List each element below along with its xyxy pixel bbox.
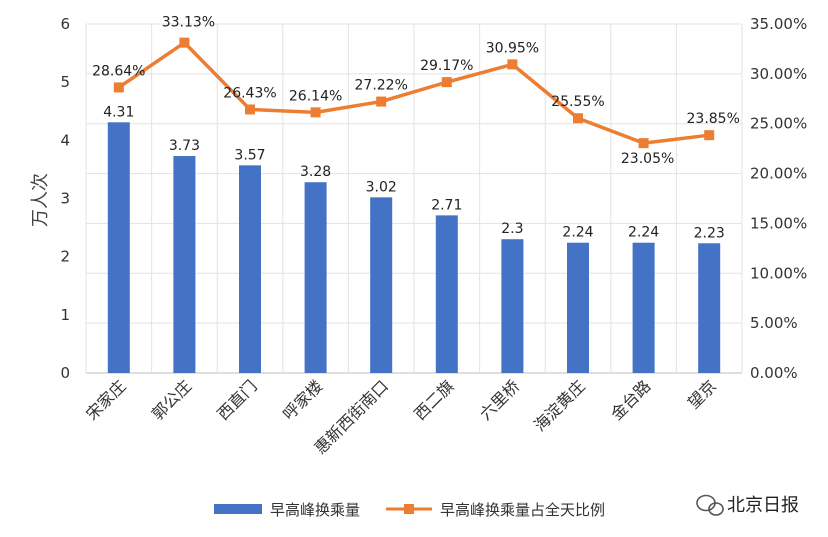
line-value-label: 33.13% [162, 15, 215, 31]
line-point [376, 96, 387, 107]
line-point [704, 130, 715, 141]
bar-value-label: 2.23 [694, 225, 725, 241]
y2-tick-label: 20.00% [750, 165, 807, 183]
line-value-label: 26.14% [289, 88, 342, 104]
y2-tick-label: 35.00% [750, 15, 807, 33]
wechat-icon [696, 494, 724, 516]
legend-line-marker [404, 504, 414, 514]
legend-bar-label: 早高峰换乘量 [270, 501, 360, 519]
y-tick-label: 2 [60, 248, 70, 266]
bar-value-label: 3.02 [366, 179, 397, 195]
bar-value-label: 3.57 [234, 147, 265, 163]
y-axis-title: 万人次 [30, 173, 51, 227]
line-point [245, 104, 255, 115]
category-label: 六里桥 [476, 376, 523, 423]
y2-tick-label: 15.00% [750, 214, 807, 232]
category-label: 宋家庄 [82, 376, 129, 423]
bar-value-label: 3.73 [169, 138, 200, 154]
bar [370, 197, 393, 373]
y2-tick-label: 30.00% [750, 65, 807, 83]
y-tick-label: 0 [60, 364, 70, 382]
bar-value-label: 4.31 [103, 104, 134, 120]
category-label: 西直门 [213, 376, 260, 423]
watermark-text: 北京日报 [727, 495, 799, 516]
y2-tick-label: 10.00% [750, 264, 807, 282]
bar-value-label: 2.3 [501, 221, 523, 237]
y2-tick-label: 5.00% [750, 314, 798, 332]
y2-tick-label: 25.00% [750, 115, 807, 133]
category-label: 望京 [684, 376, 720, 412]
line-value-label: 27.22% [355, 78, 408, 94]
legend: 早高峰换乘量 早高峰换乘量占全天比例 [214, 501, 605, 519]
line-point [441, 77, 452, 88]
line-value-label: 29.17% [420, 58, 473, 74]
category-label: 西二旗 [410, 376, 457, 423]
bar [435, 215, 458, 373]
right-axis-ticks: 0.00% 5.00% 10.00% 15.00% 20.00% 25.00% 30.00%… [750, 15, 807, 382]
line-point [638, 138, 649, 149]
legend-bar-swatch [214, 504, 262, 514]
y-tick-label: 1 [60, 306, 70, 324]
y-tick-label: 4 [60, 131, 70, 149]
line-point [113, 82, 124, 93]
bar-value-label: 3.28 [300, 164, 331, 180]
line-point [179, 37, 190, 48]
y-tick-label: 5 [60, 73, 70, 91]
bar [632, 242, 655, 373]
gridlines [85, 23, 743, 374]
bar [698, 243, 721, 373]
bar [173, 156, 196, 373]
left-axis-ticks: 0 1 2 3 4 5 6 [60, 15, 70, 382]
category-label: 海淀黄庄 [530, 376, 589, 435]
legend-line-label: 早高峰换乘量占全天比例 [440, 501, 605, 519]
line-value-label: 30.95% [486, 40, 539, 56]
line-value-label: 25.55% [551, 94, 604, 110]
line-value-label: 26.43% [223, 85, 276, 101]
watermark: 北京日报 [696, 494, 799, 516]
bar-value-label: 2.71 [431, 197, 462, 213]
bar-value-label: 2.24 [562, 225, 593, 241]
line-point [573, 113, 583, 124]
category-label: 郭公庄 [148, 376, 195, 423]
line-point [507, 59, 518, 70]
y-tick-label: 6 [60, 15, 70, 33]
bar [501, 239, 524, 373]
category-label: 金台路 [607, 376, 654, 423]
line-value-label: 23.05% [621, 151, 674, 167]
line-value-label: 23.85% [687, 111, 740, 127]
bar [567, 242, 589, 373]
line-point [310, 107, 321, 118]
bar-series: 4.31 3.73 3.57 3.28 3.02 2.71 2.3 2.24 2.24 2.23 [103, 104, 725, 373]
category-label: 呼家楼 [279, 376, 326, 423]
y-tick-label: 3 [60, 190, 70, 208]
bar-value-label: 2.24 [628, 225, 659, 241]
line-series: 28.64% 33.13% 26.43% 26.14% 27.22% 29.17% 30.9… [92, 15, 740, 168]
y2-tick-label: 0.00% [750, 364, 798, 382]
line-value-label: 28.64% [92, 63, 145, 79]
bar [239, 165, 261, 373]
bar [107, 122, 130, 373]
bar [304, 182, 327, 373]
line-path [117, 40, 710, 145]
